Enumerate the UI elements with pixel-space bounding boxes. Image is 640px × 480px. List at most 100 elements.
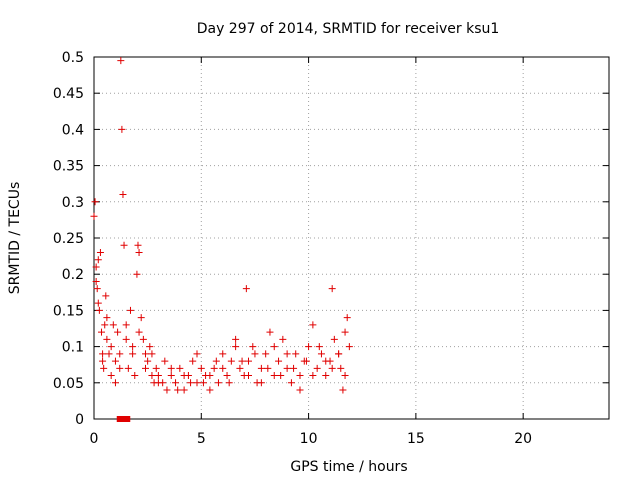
data-point (103, 314, 111, 322)
data-point (135, 328, 143, 336)
data-point (309, 372, 317, 380)
data-point (163, 386, 171, 394)
data-point (116, 364, 124, 372)
data-point (99, 350, 107, 358)
data-point (305, 343, 313, 351)
data-point (96, 248, 104, 256)
data-point (94, 256, 102, 264)
data-point (161, 357, 169, 365)
data-point (148, 372, 156, 380)
data-point (107, 372, 115, 380)
data-point (227, 357, 235, 365)
data-point (107, 343, 115, 351)
data-point (91, 198, 99, 206)
data-point (117, 57, 125, 65)
y-axis-label: SRMTID / TECUs (7, 182, 23, 295)
data-point (199, 379, 207, 387)
data-point (167, 364, 175, 372)
data-point (249, 343, 257, 351)
data-point (309, 321, 317, 329)
data-point (264, 364, 272, 372)
y-tick-label: 0.4 (62, 122, 84, 138)
data-point (212, 357, 220, 365)
data-point (139, 335, 147, 343)
data-point (122, 321, 130, 329)
data-point (322, 357, 330, 365)
data-point (275, 357, 283, 365)
data-point (105, 350, 113, 358)
data-point (283, 350, 291, 358)
data-point (93, 285, 101, 293)
data-point (266, 328, 274, 336)
x-tick-label: 20 (514, 431, 532, 447)
chart-title: Day 297 of 2014, SRMTID for receiver ksu… (197, 21, 500, 37)
data-point (257, 379, 265, 387)
y-tick-label: 0.1 (62, 340, 84, 356)
data-point (137, 314, 145, 322)
data-point (180, 372, 188, 380)
data-point (197, 364, 205, 372)
data-point (98, 328, 106, 336)
data-point (292, 350, 300, 358)
data-point (111, 357, 119, 365)
data-point (193, 379, 201, 387)
data-point (131, 372, 139, 380)
y-tick-label: 0.2 (62, 267, 84, 283)
data-point (99, 357, 107, 365)
y-tick-label: 0.15 (53, 303, 84, 319)
data-point (337, 364, 345, 372)
data-point (180, 386, 188, 394)
data-point (92, 263, 100, 271)
data-point (328, 285, 336, 293)
data-point (236, 364, 244, 372)
data-point (232, 335, 240, 343)
data-point (119, 191, 127, 199)
data-point (142, 350, 149, 358)
data-points (90, 57, 353, 422)
data-point (335, 350, 343, 358)
data-point (219, 350, 227, 358)
data-point (167, 372, 175, 380)
data-point (313, 364, 321, 372)
data-point (189, 357, 197, 365)
x-tick-label: 15 (407, 431, 425, 447)
data-point (245, 357, 252, 365)
data-point (146, 343, 154, 351)
y-tick-label: 0.05 (53, 376, 84, 392)
data-point (152, 364, 160, 372)
data-point (101, 321, 109, 329)
data-point (245, 372, 252, 380)
data-point (343, 314, 351, 322)
data-point (92, 277, 100, 285)
data-point (120, 241, 128, 249)
data-point (144, 357, 152, 365)
x-tick-label: 5 (197, 431, 206, 447)
data-point-square (124, 416, 131, 422)
data-point (116, 350, 124, 358)
data-point (210, 364, 218, 372)
data-point (118, 125, 126, 133)
data-point (317, 350, 325, 358)
data-point (287, 379, 295, 387)
data-point (100, 364, 108, 372)
data-point (124, 364, 132, 372)
data-point (262, 350, 270, 358)
y-tick-label: 0.5 (62, 50, 84, 66)
y-tick-label: 0 (75, 412, 84, 428)
data-point (339, 386, 347, 394)
data-point (148, 350, 156, 358)
x-axis-label: GPS time / hours (290, 459, 407, 475)
data-point (315, 343, 323, 351)
data-point (283, 364, 291, 372)
data-point (95, 306, 103, 314)
plot-frame (93, 56, 610, 420)
data-point (302, 357, 310, 365)
data-point (172, 379, 180, 387)
data-point-square (117, 416, 124, 422)
data-point (154, 379, 162, 387)
data-point (154, 372, 162, 380)
data-point (135, 248, 143, 256)
data-point (328, 364, 336, 372)
x-tick-label: 10 (300, 431, 318, 447)
